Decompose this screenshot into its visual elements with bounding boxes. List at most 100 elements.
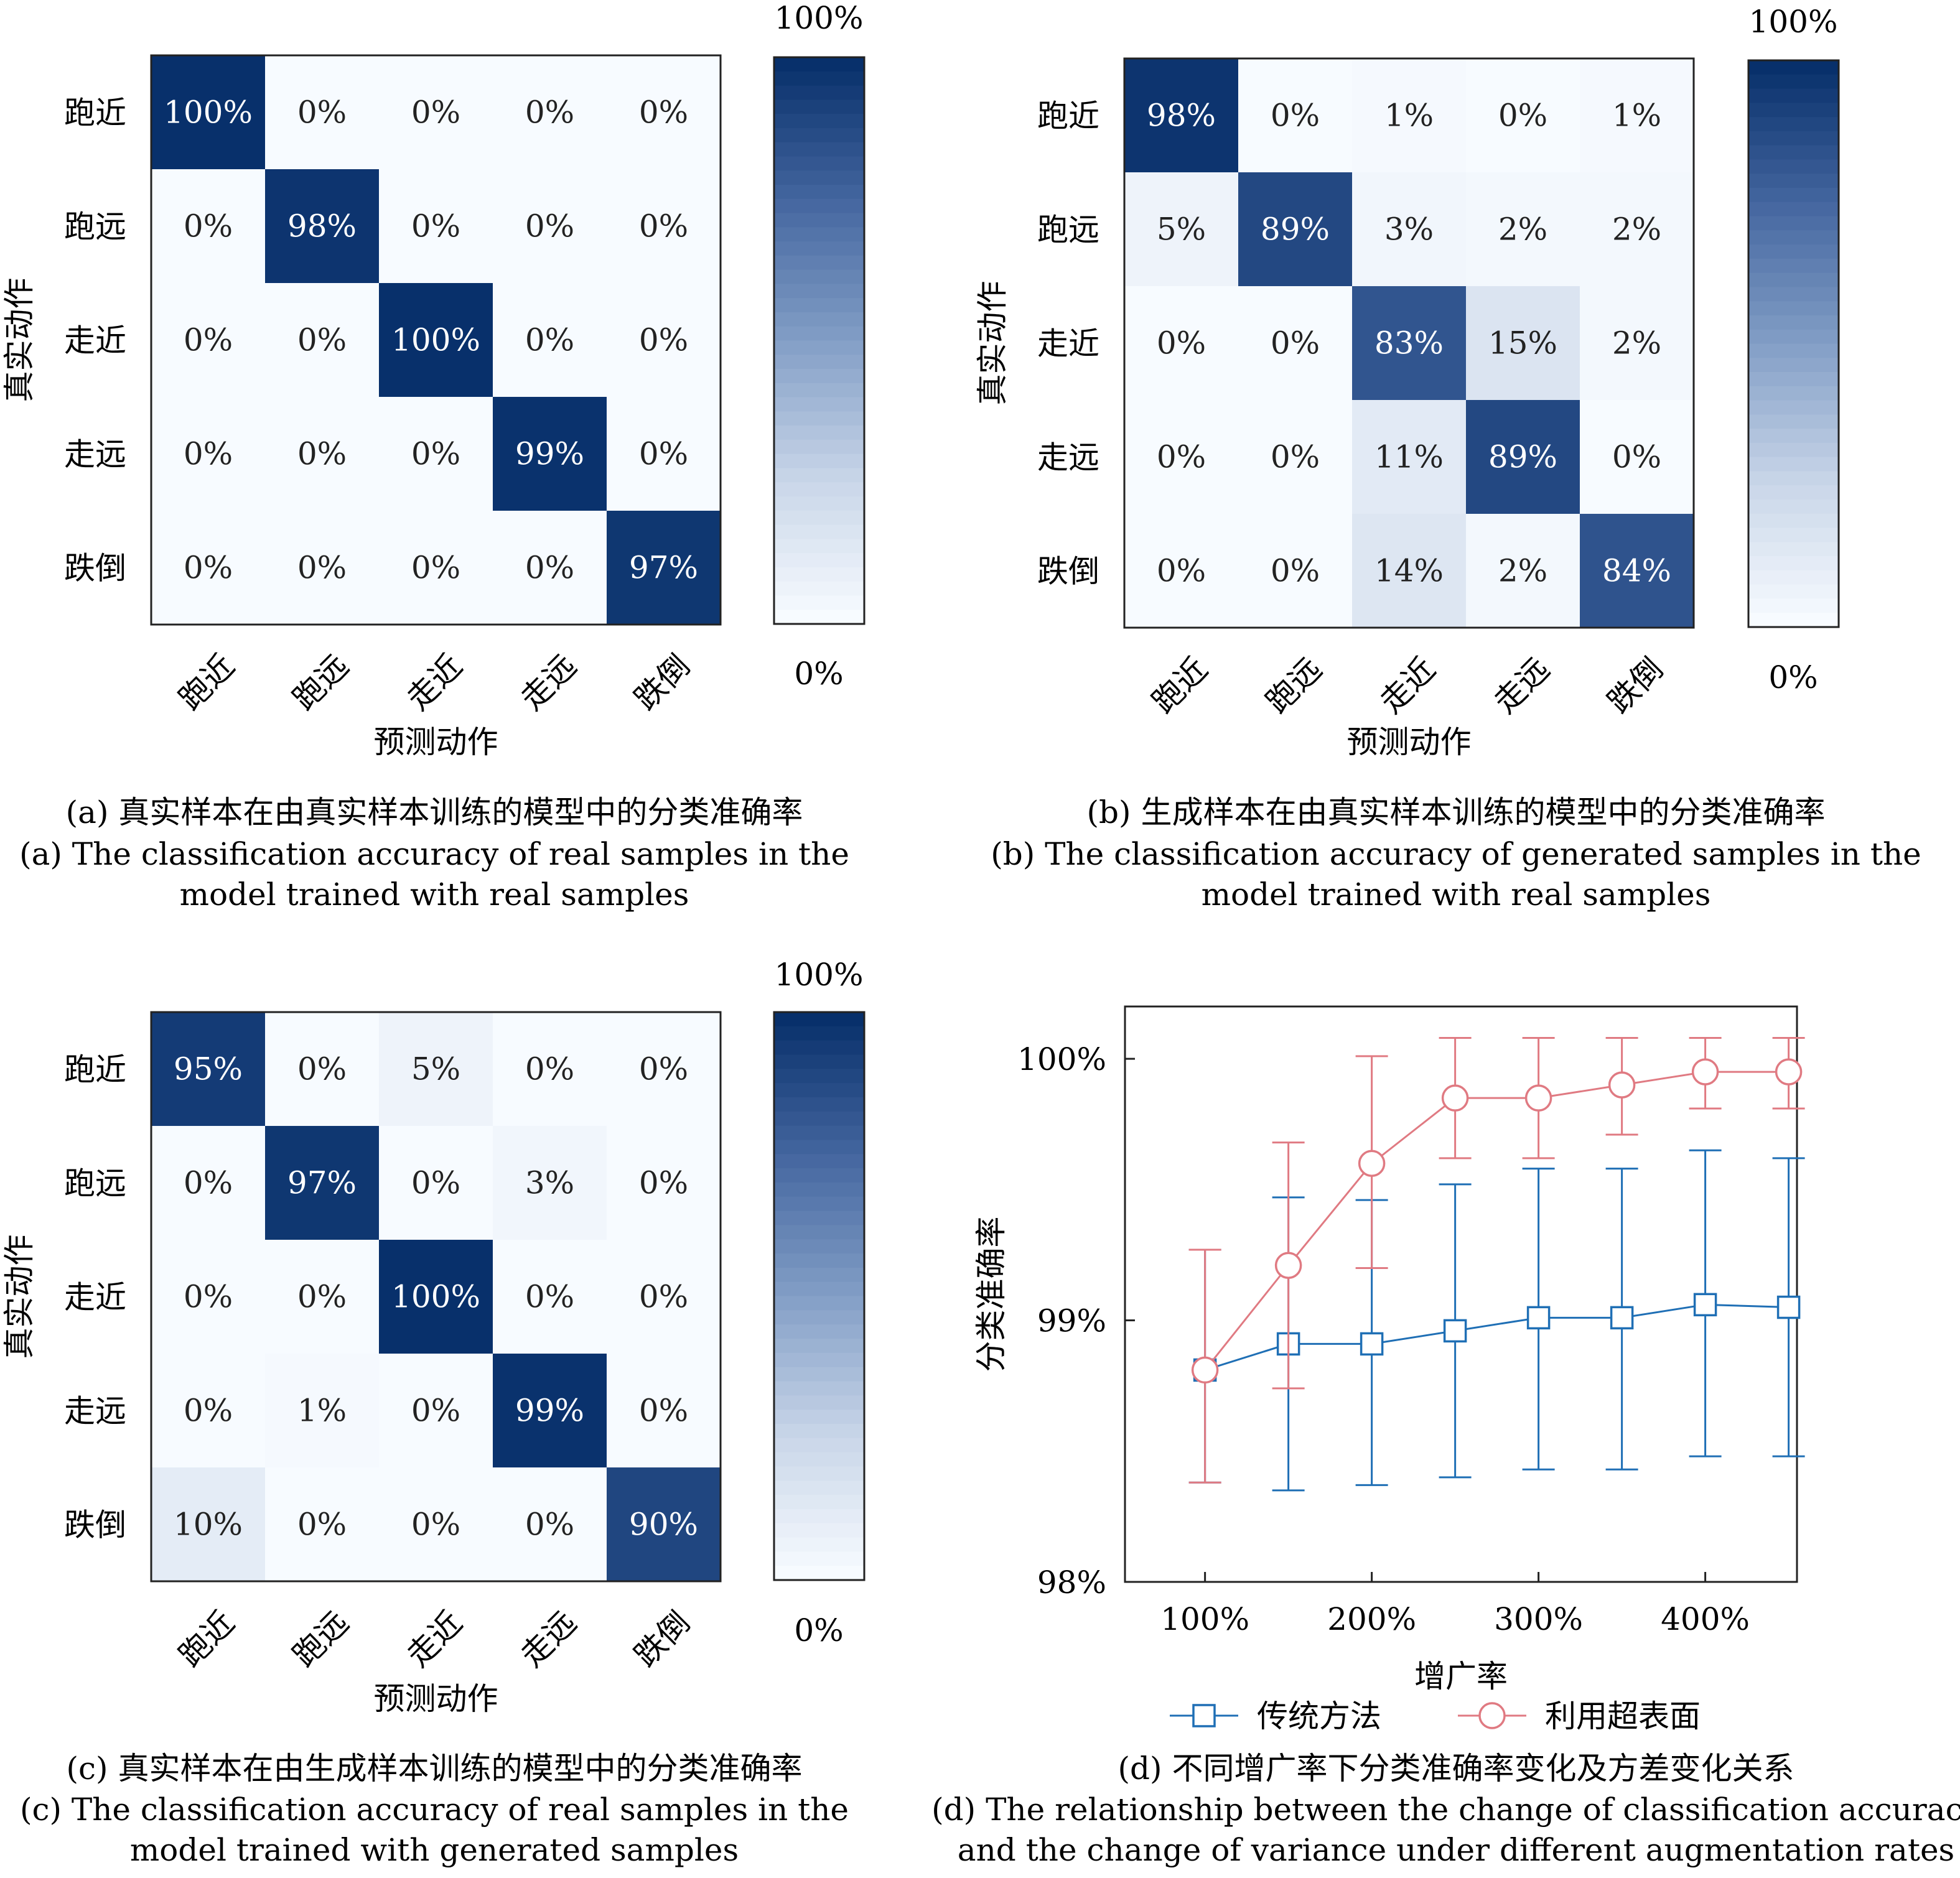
colorbar-step [1748, 584, 1839, 600]
heatmap-cell [1124, 58, 1238, 172]
cell-label: 14% [1374, 553, 1444, 589]
heatmap-cell [1124, 400, 1238, 514]
heatmap-cell [151, 1467, 265, 1581]
caption-en-line1: (b) The classification accuracy of gener… [991, 836, 1921, 872]
heatmap-cell [1352, 58, 1466, 172]
heatmap-cell [151, 397, 265, 511]
colorbar-step [774, 1438, 864, 1453]
colorbar-min-label: 0% [794, 656, 843, 692]
heatmap-cell [151, 1354, 265, 1467]
colorbar-step [774, 1069, 864, 1084]
cell-label: 0% [525, 208, 574, 244]
cell-label: 0% [1271, 553, 1320, 589]
cell-label: 0% [1271, 98, 1320, 134]
cell-label: 99% [515, 1393, 584, 1429]
heatmap-cell [607, 397, 721, 511]
cell-label: 90% [629, 1507, 698, 1543]
heatmap-cell [607, 1012, 721, 1126]
heatmap-cell [151, 283, 265, 397]
heatmap-cell [493, 1354, 607, 1467]
cell-label: 5% [1157, 212, 1206, 248]
cell-label: 2% [1498, 553, 1547, 589]
colorbar-step [774, 1012, 864, 1027]
heatmap-cell [1352, 400, 1466, 514]
caption-en-line1: (a) The classification accuracy of real … [19, 836, 849, 872]
x-tick-label: 走远 [514, 648, 584, 717]
cell-label: 0% [184, 436, 233, 472]
caption-cn: (d) 不同增广率下分类准确率变化及方差变化关系 [1118, 1750, 1794, 1787]
heatmap-cell [1238, 58, 1352, 172]
colorbar-step [1748, 103, 1839, 118]
colorbar-step [774, 539, 864, 554]
heatmap-cell [1580, 58, 1694, 172]
colorbar-step [774, 1225, 864, 1240]
colorbar-step [774, 1367, 864, 1382]
heatmap-cell [151, 1126, 265, 1240]
heatmap-cell [265, 169, 379, 283]
cell-label: 2% [1612, 325, 1661, 361]
x-tick-label: 跌倒 [628, 1604, 698, 1674]
colorbar-step [774, 355, 864, 370]
data-point [1191, 1356, 1219, 1384]
cell-label: 0% [1157, 553, 1206, 589]
heatmap-panel-2: 98% 0% 1% 0% 1% 5% 89% 3% 2% 2% 0% 0% 83% 15% 2% 0% 0% 11… [974, 4, 1921, 913]
x-tick-label: 跑远 [286, 648, 356, 717]
x-tick-label: 100% [1160, 1601, 1249, 1637]
colorbar-step [1748, 202, 1839, 217]
colorbar-step [1748, 343, 1839, 358]
cell-label: 0% [411, 1393, 460, 1429]
y-axis-title: 分类准确率 [973, 1217, 1009, 1372]
cell-label: 0% [411, 436, 460, 472]
data-point [1524, 1084, 1552, 1112]
heatmap-cell [1466, 172, 1580, 286]
colorbar-step [774, 241, 864, 256]
colorbar-step [774, 1054, 864, 1069]
y-tick-label: 100% [1017, 1041, 1106, 1077]
colorbar-step [1748, 542, 1839, 557]
colorbar-step [1748, 258, 1839, 274]
colorbar-step [774, 213, 864, 228]
cell-label: 100% [164, 95, 253, 131]
cell-label: 0% [1157, 439, 1206, 475]
heatmap-cell [493, 1126, 607, 1240]
heatmap-cell [493, 169, 607, 283]
cell-label: 0% [184, 1393, 233, 1429]
cell-label: 89% [1488, 439, 1557, 475]
colorbar-step [774, 1495, 864, 1510]
x-axis-title: 预测动作 [374, 724, 498, 760]
legend-marker [1192, 1704, 1216, 1727]
data-point [1775, 1058, 1803, 1085]
colorbar-step [774, 1140, 864, 1155]
series-line [1204, 1071, 1789, 1371]
colorbar-step [774, 1026, 864, 1041]
colorbar-step [1748, 528, 1839, 542]
colorbar-step [774, 1423, 864, 1439]
colorbar-step [774, 184, 864, 200]
colorbar-step [1748, 287, 1839, 302]
legend: 传统方法 利用超表面 [1170, 1698, 1701, 1734]
colorbar-step [774, 482, 864, 497]
colorbar-step [774, 128, 864, 143]
colorbar-step [774, 496, 864, 511]
colorbar-step [1748, 315, 1839, 330]
heatmap-cell [265, 397, 379, 511]
heatmap-cell [1124, 514, 1238, 628]
heatmap-cell [1466, 400, 1580, 514]
cell-label: 2% [1498, 212, 1547, 248]
x-tick-label: 跑近 [172, 648, 242, 717]
cell-label: 0% [639, 1051, 688, 1087]
colorbar-step [774, 326, 864, 342]
colorbar-step [774, 1040, 864, 1056]
heatmap-cell [151, 1012, 265, 1126]
colorbar-step [774, 1481, 864, 1495]
data-point [1358, 1150, 1386, 1178]
caption-en-line1: (c) The classification accuracy of real … [20, 1792, 849, 1828]
cell-label: 0% [525, 1279, 574, 1315]
heatmap-cell [493, 55, 607, 169]
colorbar-step [1748, 414, 1839, 429]
colorbar-step [774, 100, 864, 114]
y-axis-title: 真实动作 [1, 1235, 37, 1359]
heatmap-frame [150, 54, 722, 626]
data-point [1441, 1084, 1469, 1112]
heatmap-frame [1123, 57, 1695, 629]
